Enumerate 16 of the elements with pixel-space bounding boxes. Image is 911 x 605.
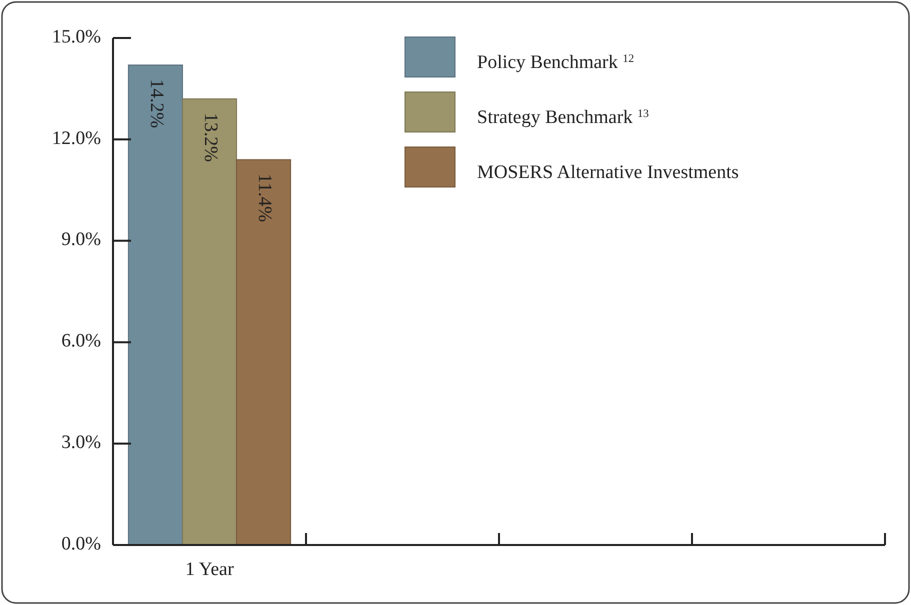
y-tick-label: 9.0% — [61, 229, 102, 250]
legend-label: Policy Benchmark $^{12}$ — [477, 52, 634, 73]
text: 14.2% — [146, 79, 168, 128]
y-tick-label: 12.0% — [52, 128, 102, 149]
y-tick-label: 3.0% — [61, 432, 102, 453]
y-tick-label: 0.0% — [61, 533, 102, 554]
bar — [236, 159, 292, 546]
text: 11.4% — [254, 174, 276, 222]
text: 13.2% — [200, 112, 222, 162]
bar — [182, 98, 238, 546]
legend-label: Strategy Benchmark $^{13}$ — [477, 107, 650, 128]
bar — [128, 64, 183, 546]
legend-label: MOSERS Alternative Investments — [477, 162, 739, 183]
x-tick-label: 1 Year — [185, 559, 234, 580]
y-tick-label: 6.0% — [61, 330, 102, 352]
y-tick-label: 15.0% — [52, 26, 102, 48]
